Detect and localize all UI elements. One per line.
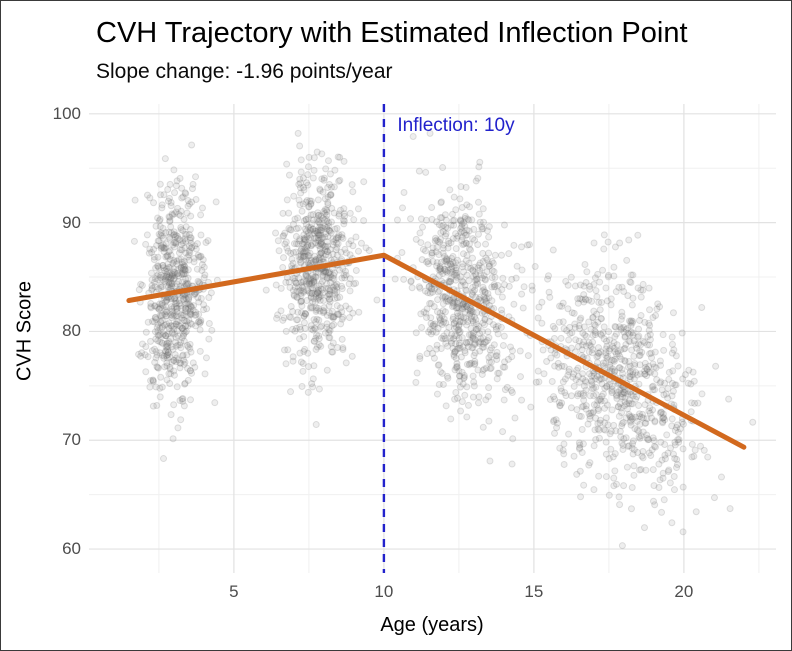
- x-axis-title: Age (years): [380, 614, 484, 636]
- plot-title: CVH Trajectory with Estimated Inflection…: [96, 17, 688, 49]
- y-tick-label: 100: [52, 103, 81, 123]
- x-tick-label: 5: [229, 582, 239, 601]
- inflection-annotation: Inflection: 10y: [397, 114, 515, 136]
- x-tick-label: 20: [674, 582, 694, 601]
- y-tick-label: 80: [62, 321, 81, 341]
- y-tick-label: 90: [62, 212, 81, 232]
- y-tick-label: 70: [62, 430, 81, 450]
- plot-subtitle: Slope change: -1.96 points/year: [96, 60, 393, 83]
- x-tick-label: 15: [524, 582, 544, 601]
- scatter-trend-canvas: [89, 104, 776, 573]
- x-tick-label: 10: [374, 582, 394, 601]
- plot-panel: [89, 104, 776, 573]
- y-tick-label: 60: [62, 539, 81, 559]
